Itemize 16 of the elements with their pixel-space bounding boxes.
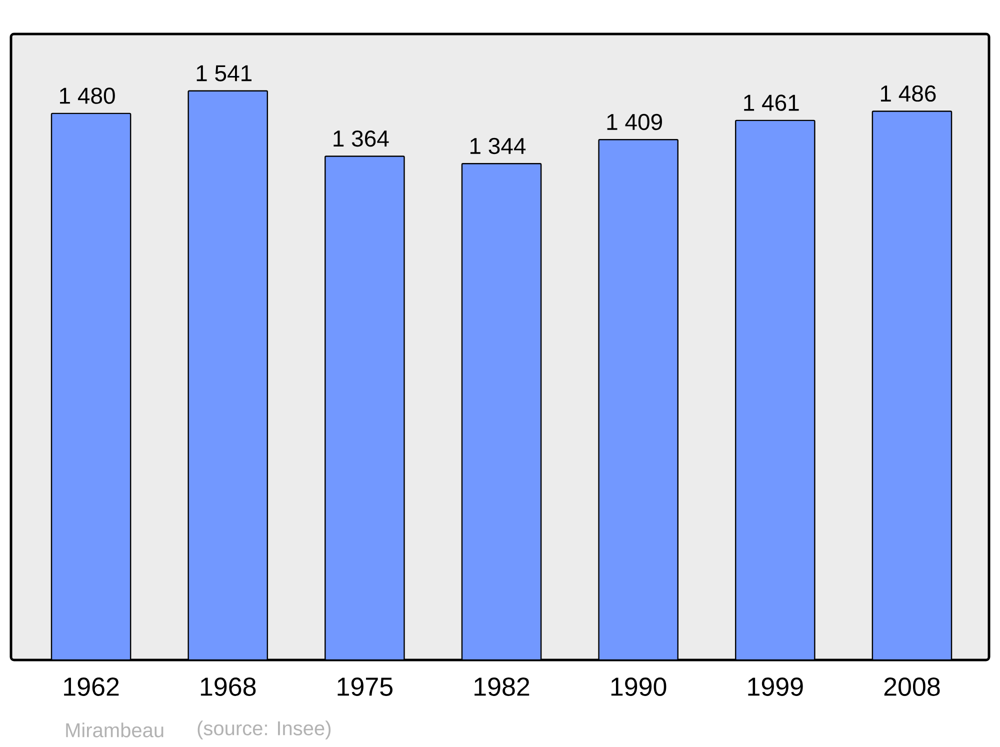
x-tick-label: 1982 [474,678,530,696]
text: (source: Insee) [198,720,331,740]
data-label: 1 461 [744,94,799,111]
data-label: 1 480 [60,88,115,104]
text: Mirambeau [66,722,164,738]
data-label: 1 541 [196,65,252,82]
data-label: 1 409 [607,114,662,130]
data-label: 1 344 [470,138,526,154]
x-tick-label: 1962 [64,678,119,696]
x-tick-label: 2008 [884,678,940,696]
x-tick-label: 1968 [200,678,256,696]
data-label: 1 364 [334,130,389,147]
x-tick-label: 1975 [338,678,392,696]
x-tick-label: 1999 [748,678,803,696]
x-tick-label: 1990 [611,678,666,696]
data-label: 1 486 [880,85,936,102]
